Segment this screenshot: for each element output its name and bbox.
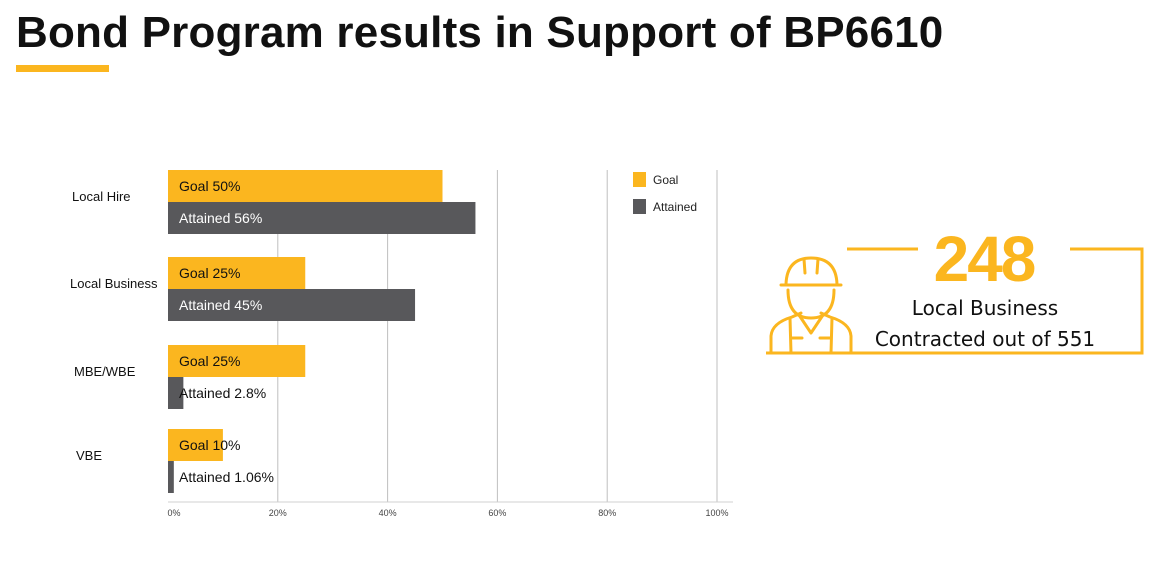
data-label: Attained 2.8% — [179, 385, 266, 401]
data-label: Attained 1.06% — [179, 469, 274, 485]
data-label: Goal 25% — [179, 353, 240, 369]
category-label: MBE/WBE — [74, 364, 136, 379]
category-label: Local Business — [70, 276, 158, 291]
data-label: Goal 25% — [179, 265, 240, 281]
bar-attained — [168, 202, 476, 234]
bar-attained — [168, 461, 174, 493]
x-tick-label: 0% — [167, 508, 180, 518]
data-label: Attained 45% — [179, 297, 262, 313]
legend-swatch — [633, 199, 646, 214]
data-label: Goal 50% — [179, 178, 240, 194]
legend-label: Attained — [653, 200, 697, 214]
x-tick-label: 80% — [598, 508, 616, 518]
bar-goal — [168, 170, 443, 202]
bar-goal — [168, 345, 306, 377]
bar-goal — [168, 257, 306, 289]
legend-swatch — [633, 172, 646, 187]
bar-goal — [168, 429, 223, 461]
category-label: Local Hire — [72, 189, 131, 204]
legend-label: Goal — [653, 173, 678, 187]
x-tick-label: 60% — [488, 508, 506, 518]
x-tick-label: 100% — [705, 508, 728, 518]
x-tick-label: 20% — [269, 508, 287, 518]
data-label: Goal 10% — [179, 437, 240, 453]
data-label: Attained 56% — [179, 210, 262, 226]
bar-attained — [168, 289, 416, 321]
category-label: VBE — [76, 448, 102, 463]
title-underline — [16, 65, 109, 72]
bar-attained — [168, 377, 184, 409]
x-tick-label: 40% — [379, 508, 397, 518]
page-title: Bond Program results in Support of BP661… — [16, 8, 944, 57]
